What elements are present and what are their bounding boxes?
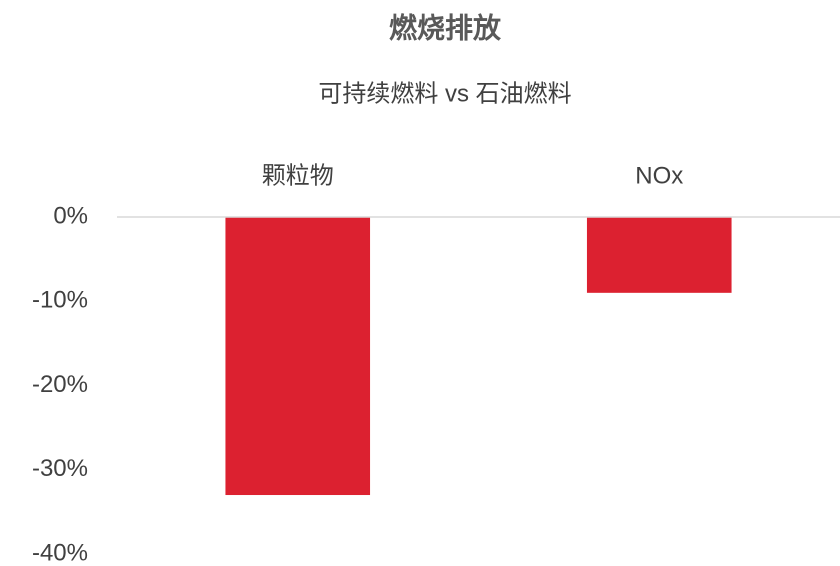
bar (586, 217, 732, 293)
chart-title: 燃烧排放 (389, 11, 502, 43)
y-tick-label: -10% (32, 287, 88, 314)
y-tick-label: -30% (32, 455, 88, 482)
x-tick-label: NOx (635, 162, 683, 189)
x-tick-label: 颗粒物 (262, 162, 334, 189)
chart-subtitle: 可持续燃料 vs 石油燃料 (318, 80, 571, 107)
y-tick-label: 0% (53, 202, 88, 229)
y-tick-label: -20% (32, 371, 88, 398)
y-tick-label: -40% (32, 539, 88, 566)
bar (225, 217, 371, 496)
